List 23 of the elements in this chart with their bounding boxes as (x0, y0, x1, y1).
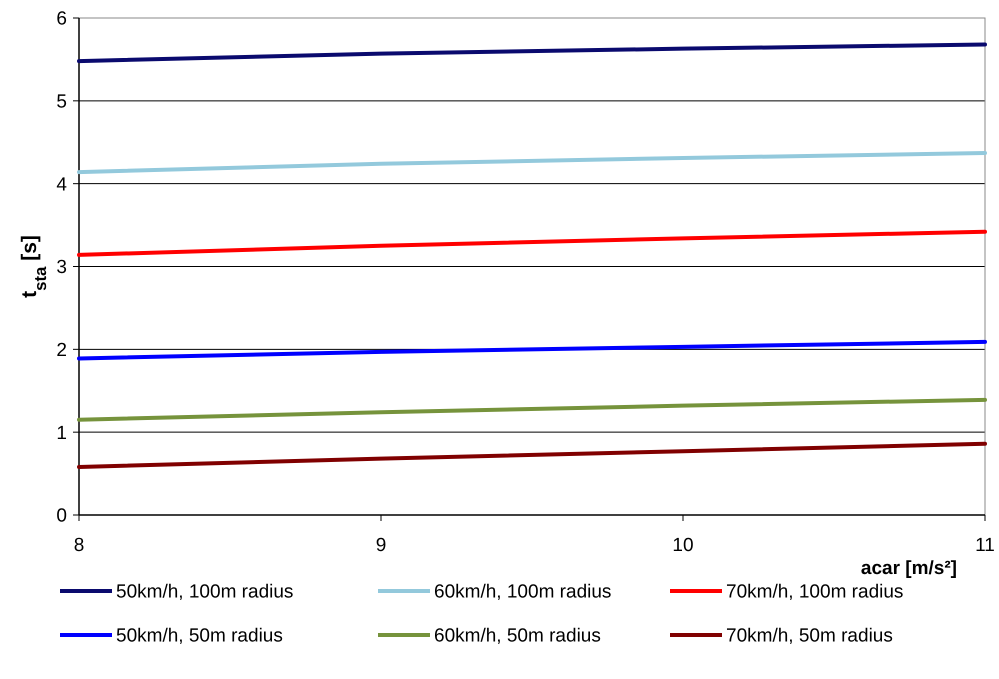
line-series (77, 398, 987, 422)
y-tick-label: 1 (56, 422, 67, 444)
y-tick-label: 6 (56, 8, 67, 30)
x-tick-label: 11 (975, 535, 995, 556)
x-axis-title: acar [m/s²] (860, 558, 957, 579)
x-tick-label: 10 (672, 535, 694, 556)
legend-label: 70km/h, 100m radius (726, 582, 904, 603)
legend-label: 50km/h, 100m radius (116, 582, 294, 603)
y-tick-label: 0 (56, 506, 67, 527)
y-tick-label: 4 (56, 174, 68, 196)
line-series (77, 442, 987, 469)
y-tick-label: 5 (56, 91, 67, 112)
legend-label: 50km/h, 50m radius (116, 626, 283, 647)
line-series (77, 230, 987, 257)
x-tick-label: 8 (74, 535, 84, 556)
x-tick-label: 9 (376, 535, 386, 556)
y-tick-label: 2 (56, 340, 67, 361)
line-series (77, 151, 987, 174)
legend-label: 60km/h, 50m radius (434, 626, 601, 647)
line-series (77, 42, 987, 64)
y-tick-label: 3 (56, 257, 67, 278)
legend-label: 70km/h, 50m radius (726, 626, 893, 647)
legend-label: 60km/h, 100m radius (434, 582, 612, 603)
